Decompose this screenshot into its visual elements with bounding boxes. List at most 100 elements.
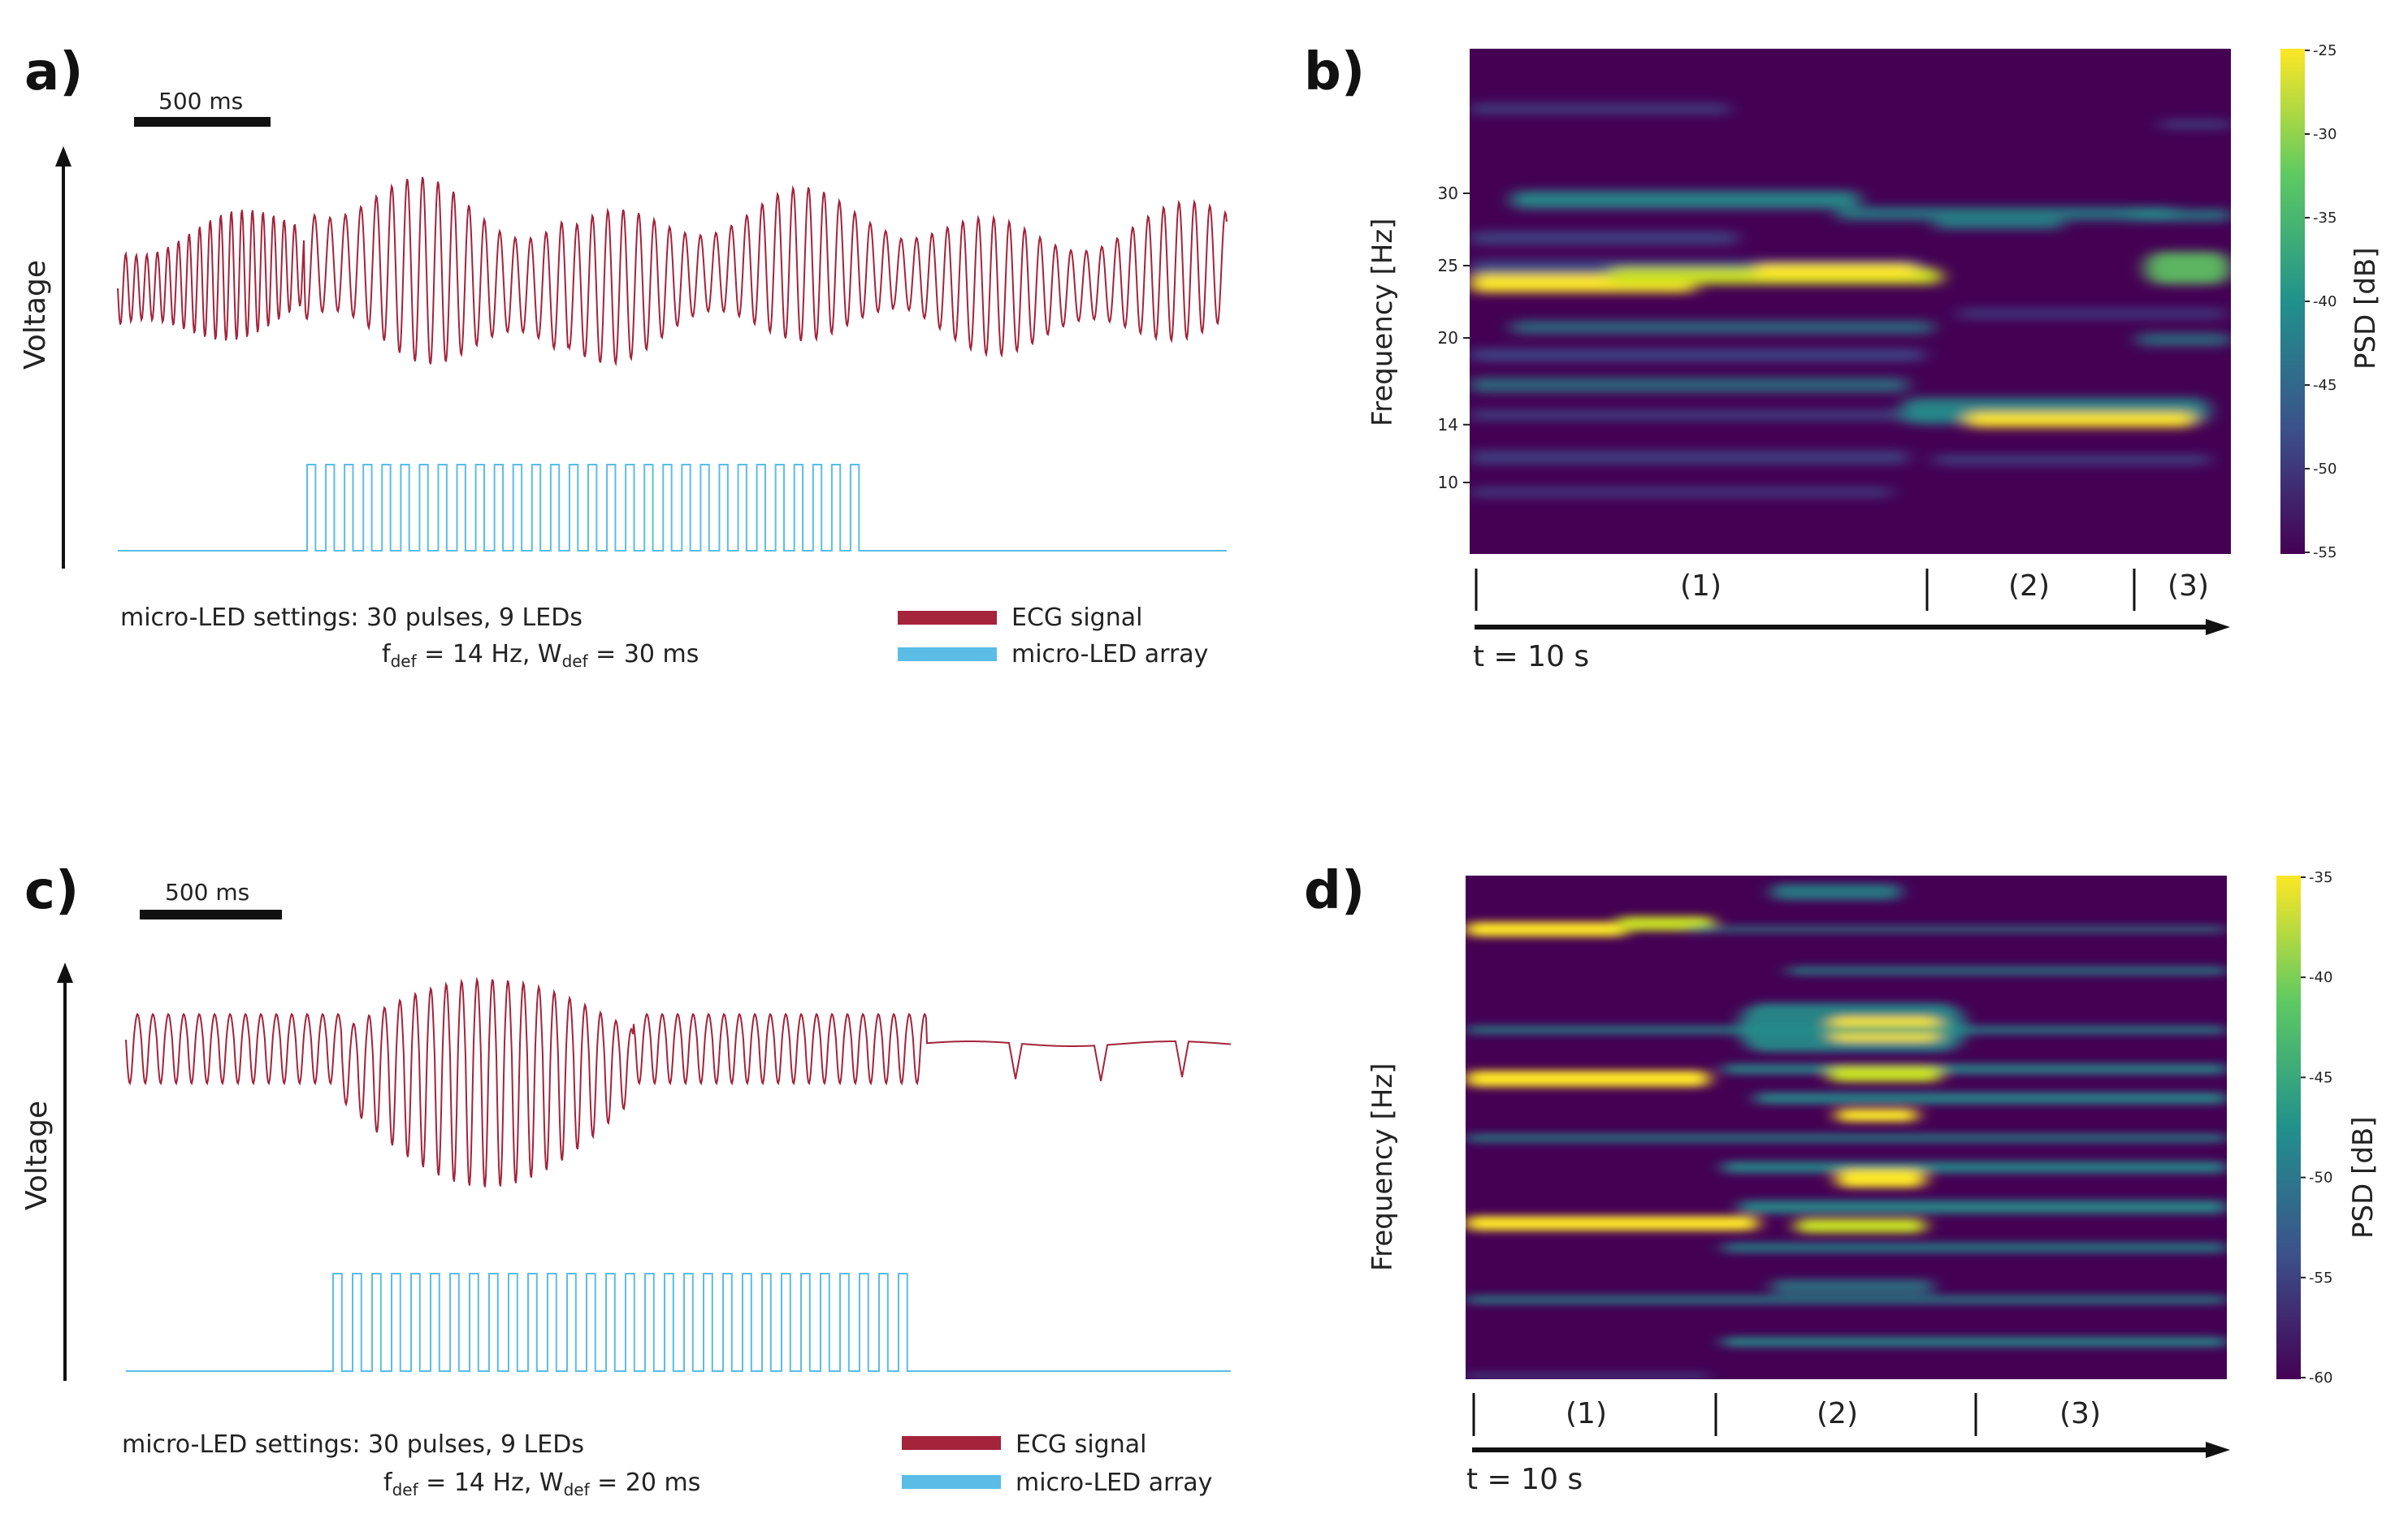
cbar-tick-label: -35 [2309, 869, 2332, 886]
psd-band [2129, 210, 2231, 221]
ylabel-b: Frequency [Hz] [1366, 218, 1399, 426]
psd-band [1739, 1201, 2227, 1214]
cbar-tick-label: -40 [2313, 293, 2337, 310]
spectrogram-b [1470, 49, 2231, 554]
panel-label-b: b) [1304, 42, 1365, 102]
psd-band [1828, 1066, 1942, 1082]
psd-band [1836, 1170, 1925, 1188]
psd-band [1958, 309, 2226, 318]
time-arrow-head-b [2206, 619, 2230, 635]
psd-band [1470, 231, 1738, 244]
panel-c: c) 500 ms Voltage micro-LED settings: 30… [20, 861, 1231, 1499]
psd-band [1466, 1134, 2227, 1142]
panel-b: b) Frequency [Hz] 30 25 20 14 10 -25 -30 -35 -4… [1304, 42, 2382, 673]
segment-3-label-b: (3) [2168, 569, 2209, 603]
panel-a: a) 500 ms Voltage micro-LED settings: 30… [19, 42, 1228, 671]
segment-3-label-d: (3) [2059, 1397, 2101, 1430]
psd-band [1466, 1026, 2227, 1034]
segment-2-label-b: (2) [2008, 569, 2050, 603]
ecg-signal-trace-c [125, 976, 1231, 1188]
psd-band [1836, 207, 2177, 220]
psd-band [1934, 455, 2210, 465]
psd-band [1787, 967, 2227, 975]
scalebar-a [134, 117, 271, 127]
scalebar-label-c: 500 ms [165, 879, 249, 906]
cbar-tick-label: -60 [2309, 1369, 2332, 1387]
scalebar-label-a: 500 ms [158, 88, 243, 115]
psd-band [1966, 413, 2194, 427]
psd-band [1771, 884, 1901, 900]
voltage-label-c: Voltage [20, 1101, 54, 1210]
settings-line1-a: micro-LED settings: 30 pulses, 9 LEDs [120, 604, 583, 632]
legend-led-label-c: micro-LED array [1016, 1469, 1212, 1497]
psd-band [1466, 922, 1628, 937]
ytick-label: 20 [1438, 328, 1458, 348]
voltage-axis-arrow-c [57, 963, 73, 983]
legend-ecg-swatch-a [898, 611, 997, 625]
psd-band [1511, 191, 1860, 209]
psd-band [1470, 378, 1908, 392]
psd-band [1722, 1243, 2227, 1253]
psd-band [1690, 926, 2226, 932]
psd-band [1722, 1337, 2227, 1347]
cbar-tick-label: -45 [2309, 1069, 2332, 1086]
colorbar-d [2276, 876, 2301, 1379]
psd-band [1836, 1109, 1917, 1122]
cbar-tick-label: -25 [2313, 42, 2337, 59]
psd-band [1466, 1216, 1758, 1231]
voltage-label-a: Voltage [19, 260, 52, 370]
settings-line2-a: fdef = 14 Hz, Wdef = 30 ms [382, 640, 699, 671]
ytick-label: 30 [1438, 184, 1458, 203]
psd-band [2137, 333, 2231, 346]
cbar-tick-label: -45 [2313, 377, 2337, 394]
scalebar-c [140, 910, 282, 919]
legend-ecg-swatch-c [902, 1436, 1001, 1450]
psd-band [1470, 410, 1957, 420]
psd-band [1795, 1218, 1925, 1233]
time-label-d: t = 10 s [1466, 1463, 1583, 1496]
psd-band [1934, 218, 2064, 229]
ytick-label: 14 [1438, 415, 1458, 435]
settings-line2-c: fdef = 14 Hz, Wdef = 20 ms [383, 1469, 700, 1499]
legend-led-swatch-a [898, 647, 997, 661]
psd-band [1722, 1162, 2227, 1173]
time-label-b: t = 10 s [1473, 640, 1589, 673]
ecg-signal-trace-a [117, 176, 1228, 367]
legend-led-label-a: micro-LED array [1011, 640, 1208, 668]
cbar-label-b: PSD [dB] [2350, 247, 2382, 370]
micro-led-trace-c [126, 1273, 1231, 1372]
psd-band [1511, 321, 1934, 334]
segment-1-label-d: (1) [1566, 1397, 1607, 1430]
cbar-tick-label: -50 [2313, 461, 2337, 478]
ytick-label: 25 [1438, 256, 1458, 275]
micro-led-trace-a [118, 464, 1227, 552]
settings-line1-c: micro-LED settings: 30 pulses, 9 LEDs [122, 1430, 584, 1459]
psd-band [1722, 1064, 2227, 1074]
cbar-tick-label: -35 [2313, 210, 2337, 227]
psd-band [1466, 1296, 2227, 1304]
time-arrow-head-d [2206, 1442, 2230, 1458]
colorbar-b [2280, 49, 2305, 554]
legend-led-swatch-c [902, 1475, 1001, 1489]
panel-d: d) Frequency [Hz] 35.023.012.03.5 -35-40… [1304, 861, 2380, 1496]
psd-band [1470, 349, 1925, 361]
psd-band [1755, 1092, 2227, 1104]
panel-label-a: a) [24, 42, 83, 102]
psd-band [1771, 1279, 1934, 1294]
cbar-tick-label: -30 [2313, 126, 2337, 143]
psd-band [1466, 1373, 1709, 1379]
legend-ecg-label-c: ECG signal [1016, 1430, 1146, 1459]
cbar-tick-label: -50 [2309, 1170, 2332, 1187]
ytick-label: 10 [1438, 473, 1458, 492]
panel-label-d: d) [1304, 861, 1365, 921]
cbar-tick-label: -55 [2313, 544, 2337, 561]
legend-ecg-label-a: ECG signal [1011, 604, 1142, 632]
psd-band [1617, 916, 1714, 931]
psd-band [1755, 264, 1917, 279]
psd-band [2161, 120, 2231, 128]
psd-band [1466, 1071, 1709, 1087]
ylabel-d: Frequency [Hz] [1366, 1063, 1399, 1271]
psd-band [1470, 487, 1892, 497]
spectrogram-d [1466, 876, 2227, 1379]
cbar-label-d: PSD [dB] [2347, 1116, 2380, 1239]
